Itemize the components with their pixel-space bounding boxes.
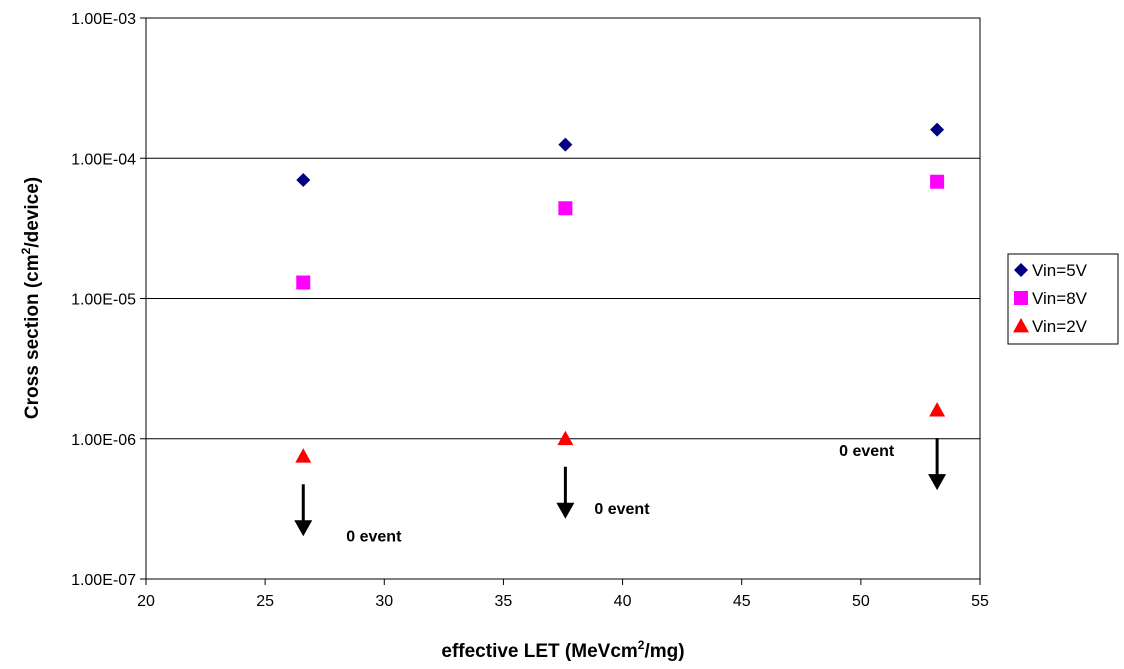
data-point-vin-2v xyxy=(557,430,574,446)
data-point-vin-8v xyxy=(930,174,945,189)
x-axis-title: effective LET (MeVcm2/mg) xyxy=(441,638,684,662)
x-axis-title-prefix: effective LET (MeVcm xyxy=(441,641,637,662)
data-point-vin-8v xyxy=(558,201,573,216)
y-axis-title: Cross section (cm2/device) xyxy=(19,177,43,419)
data-point-vin-5v xyxy=(558,137,573,152)
zero-event-label: 0 event xyxy=(839,443,895,460)
legend-label: Vin=8V xyxy=(1032,289,1088,308)
legend: Vin=5V Vin=8V Vin=2V xyxy=(1007,253,1119,345)
zero-event-arrows xyxy=(294,438,947,537)
y-axis-title-suffix: /device) xyxy=(22,177,43,248)
y-tick-label: 1.00E-05 xyxy=(71,292,136,309)
x-tick-label: 40 xyxy=(614,593,632,610)
legend-marker xyxy=(1013,318,1029,333)
data-point-vin-5v xyxy=(296,172,311,187)
legend-marker xyxy=(1014,291,1028,305)
x-tick-label: 55 xyxy=(971,593,989,610)
y-tick-label: 1.00E-07 xyxy=(71,572,136,589)
x-axis-ticks: 20 25 30 35 40 45 50 55 xyxy=(137,579,989,610)
data-point-vin-2v xyxy=(929,402,946,417)
data-point-vin-2v xyxy=(295,448,312,463)
y-axis-title-sup: 2 xyxy=(19,247,33,254)
legend-label: Vin=2V xyxy=(1032,317,1088,336)
annotations: 0 event 0 event 0 event xyxy=(346,443,895,545)
x-tick-label: 45 xyxy=(733,593,751,610)
data-points xyxy=(295,122,946,463)
data-point-vin-5v xyxy=(930,122,945,137)
y-axis-title-prefix: Cross section (cm xyxy=(22,254,43,419)
data-point-vin-8v xyxy=(296,275,311,290)
legend-marker xyxy=(1014,263,1028,277)
x-tick-label: 35 xyxy=(495,593,513,610)
x-tick-label: 50 xyxy=(852,593,870,610)
zero-event-arrow-head xyxy=(556,502,575,519)
legend-label: Vin=5V xyxy=(1032,261,1088,280)
x-axis-title-suffix: /mg) xyxy=(644,641,684,662)
zero-event-arrow-head xyxy=(294,520,313,537)
legend-items: Vin=5V Vin=8V Vin=2V xyxy=(1013,261,1088,336)
zero-event-label: 0 event xyxy=(594,501,650,518)
zero-event-label: 0 event xyxy=(346,528,402,545)
zero-event-arrow-head xyxy=(928,474,947,491)
y-tick-label: 1.00E-06 xyxy=(71,432,136,449)
x-axis-title-sup: 2 xyxy=(638,638,645,652)
x-tick-label: 30 xyxy=(375,593,393,610)
y-tick-label: 1.00E-03 xyxy=(71,11,136,28)
x-tick-label: 25 xyxy=(256,593,274,610)
x-tick-label: 20 xyxy=(137,593,155,610)
y-axis-ticks: 1.00E-07 1.00E-06 1.00E-05 1.00E-04 1.00E-03 xyxy=(71,11,146,589)
y-tick-label: 1.00E-04 xyxy=(71,151,136,168)
